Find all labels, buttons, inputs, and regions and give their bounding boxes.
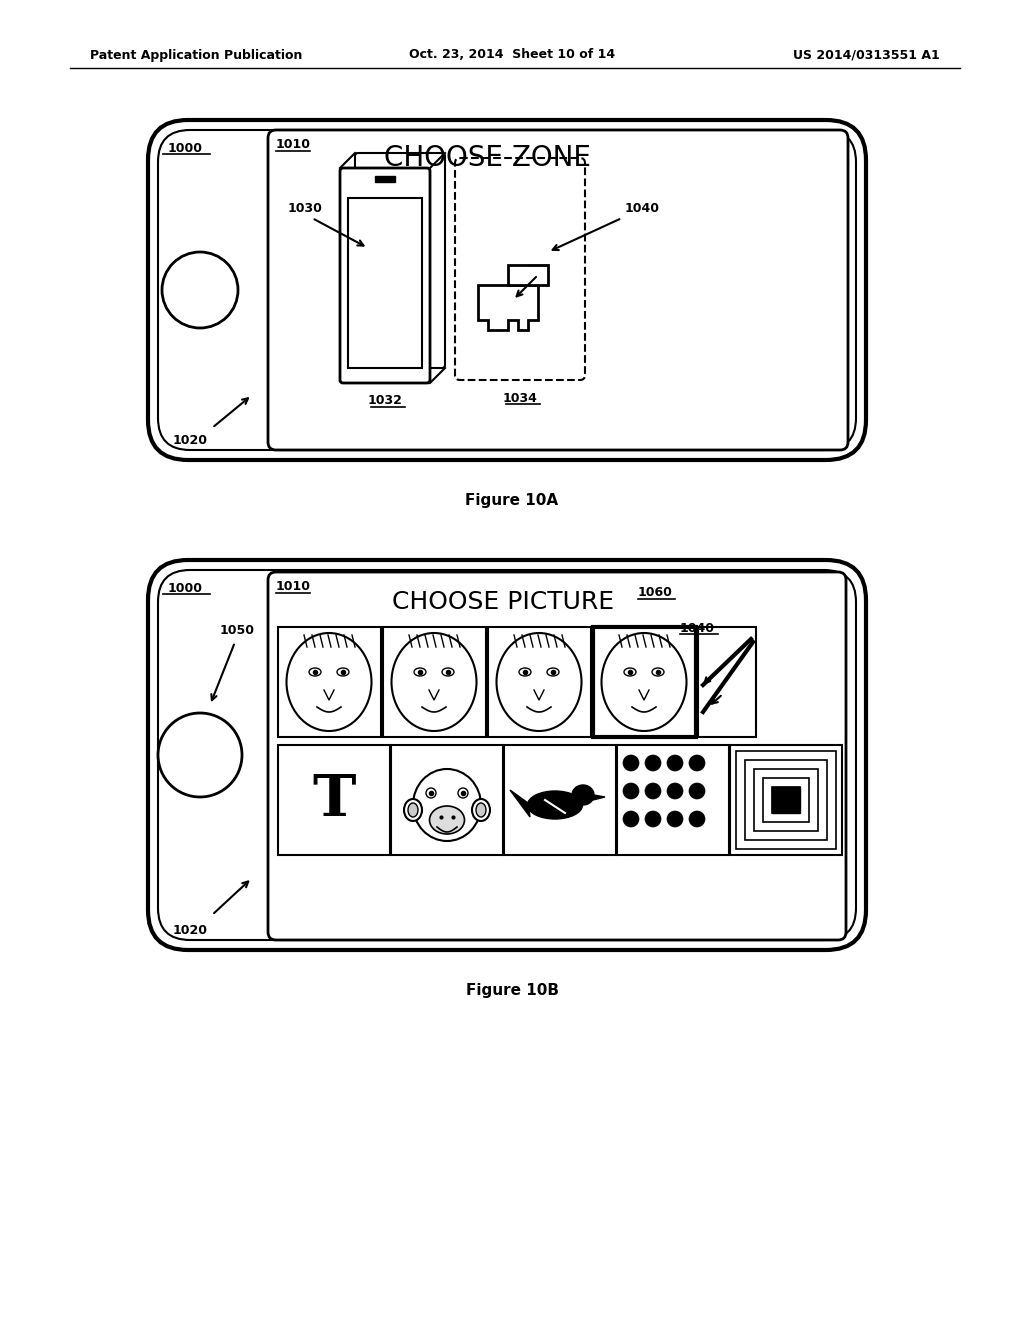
- Bar: [391, 744, 503, 855]
- Bar: [278, 627, 381, 737]
- Text: Figure 10A: Figure 10A: [466, 492, 558, 507]
- Ellipse shape: [408, 803, 418, 817]
- Ellipse shape: [413, 770, 481, 841]
- FancyBboxPatch shape: [340, 168, 430, 383]
- Circle shape: [623, 810, 639, 828]
- FancyBboxPatch shape: [455, 158, 585, 380]
- FancyBboxPatch shape: [158, 570, 856, 940]
- Bar: [617, 744, 729, 855]
- Circle shape: [667, 810, 683, 828]
- Bar: [730, 744, 842, 855]
- Bar: [763, 777, 809, 822]
- FancyBboxPatch shape: [158, 129, 856, 450]
- Text: 1010: 1010: [276, 581, 311, 594]
- Text: 1010: 1010: [276, 139, 311, 152]
- Circle shape: [623, 783, 639, 799]
- FancyBboxPatch shape: [148, 120, 866, 459]
- Text: 1000: 1000: [168, 141, 203, 154]
- Text: US 2014/0313551 A1: US 2014/0313551 A1: [794, 49, 940, 62]
- Text: 1030: 1030: [288, 202, 323, 214]
- Text: CHOOSE PICTURE: CHOOSE PICTURE: [392, 590, 614, 614]
- Bar: [745, 760, 827, 840]
- Text: 1034: 1034: [503, 392, 538, 404]
- FancyBboxPatch shape: [148, 560, 866, 950]
- Ellipse shape: [442, 668, 454, 676]
- Ellipse shape: [497, 634, 582, 731]
- Bar: [348, 198, 422, 368]
- Bar: [754, 770, 818, 832]
- Ellipse shape: [476, 803, 486, 817]
- Text: 1040: 1040: [680, 622, 715, 635]
- Text: 1050: 1050: [220, 623, 255, 636]
- FancyBboxPatch shape: [268, 572, 846, 940]
- Ellipse shape: [287, 634, 372, 731]
- Bar: [488, 627, 591, 737]
- Ellipse shape: [337, 668, 349, 676]
- Circle shape: [667, 783, 683, 799]
- Ellipse shape: [429, 807, 465, 834]
- Bar: [593, 627, 696, 737]
- Bar: [698, 627, 756, 737]
- Circle shape: [667, 755, 683, 771]
- Polygon shape: [593, 795, 605, 800]
- Polygon shape: [510, 789, 530, 817]
- Ellipse shape: [624, 668, 636, 676]
- Text: 1020: 1020: [172, 433, 208, 446]
- Bar: [375, 176, 395, 182]
- Circle shape: [645, 783, 662, 799]
- Ellipse shape: [601, 634, 686, 731]
- Ellipse shape: [572, 785, 594, 805]
- Circle shape: [689, 755, 705, 771]
- Ellipse shape: [547, 668, 559, 676]
- Ellipse shape: [458, 788, 468, 799]
- Polygon shape: [508, 265, 548, 285]
- Ellipse shape: [426, 788, 436, 799]
- Text: 1032: 1032: [368, 395, 402, 408]
- Circle shape: [623, 755, 639, 771]
- Ellipse shape: [404, 799, 422, 821]
- Circle shape: [689, 783, 705, 799]
- Circle shape: [645, 810, 662, 828]
- Text: T: T: [312, 772, 355, 828]
- Ellipse shape: [309, 668, 321, 676]
- Bar: [772, 787, 800, 813]
- Bar: [772, 787, 800, 813]
- Circle shape: [689, 810, 705, 828]
- Bar: [278, 744, 390, 855]
- FancyBboxPatch shape: [355, 153, 445, 368]
- Text: 1000: 1000: [168, 582, 203, 594]
- Polygon shape: [478, 285, 538, 330]
- Text: 1040: 1040: [625, 202, 660, 214]
- Bar: [504, 744, 616, 855]
- Ellipse shape: [391, 634, 476, 731]
- Ellipse shape: [472, 799, 490, 821]
- Bar: [736, 751, 836, 849]
- Circle shape: [158, 713, 242, 797]
- Ellipse shape: [519, 668, 531, 676]
- Bar: [383, 627, 486, 737]
- Circle shape: [645, 755, 662, 771]
- Text: 1060: 1060: [638, 586, 673, 599]
- Text: Oct. 23, 2014  Sheet 10 of 14: Oct. 23, 2014 Sheet 10 of 14: [409, 49, 615, 62]
- Ellipse shape: [527, 791, 583, 818]
- Text: Figure 10B: Figure 10B: [466, 982, 558, 998]
- Circle shape: [162, 252, 238, 327]
- Ellipse shape: [652, 668, 664, 676]
- Text: 1020: 1020: [172, 924, 208, 936]
- Text: Patent Application Publication: Patent Application Publication: [90, 49, 302, 62]
- FancyBboxPatch shape: [268, 129, 848, 450]
- Ellipse shape: [414, 668, 426, 676]
- Text: CHOOSE ZONE: CHOOSE ZONE: [384, 144, 592, 172]
